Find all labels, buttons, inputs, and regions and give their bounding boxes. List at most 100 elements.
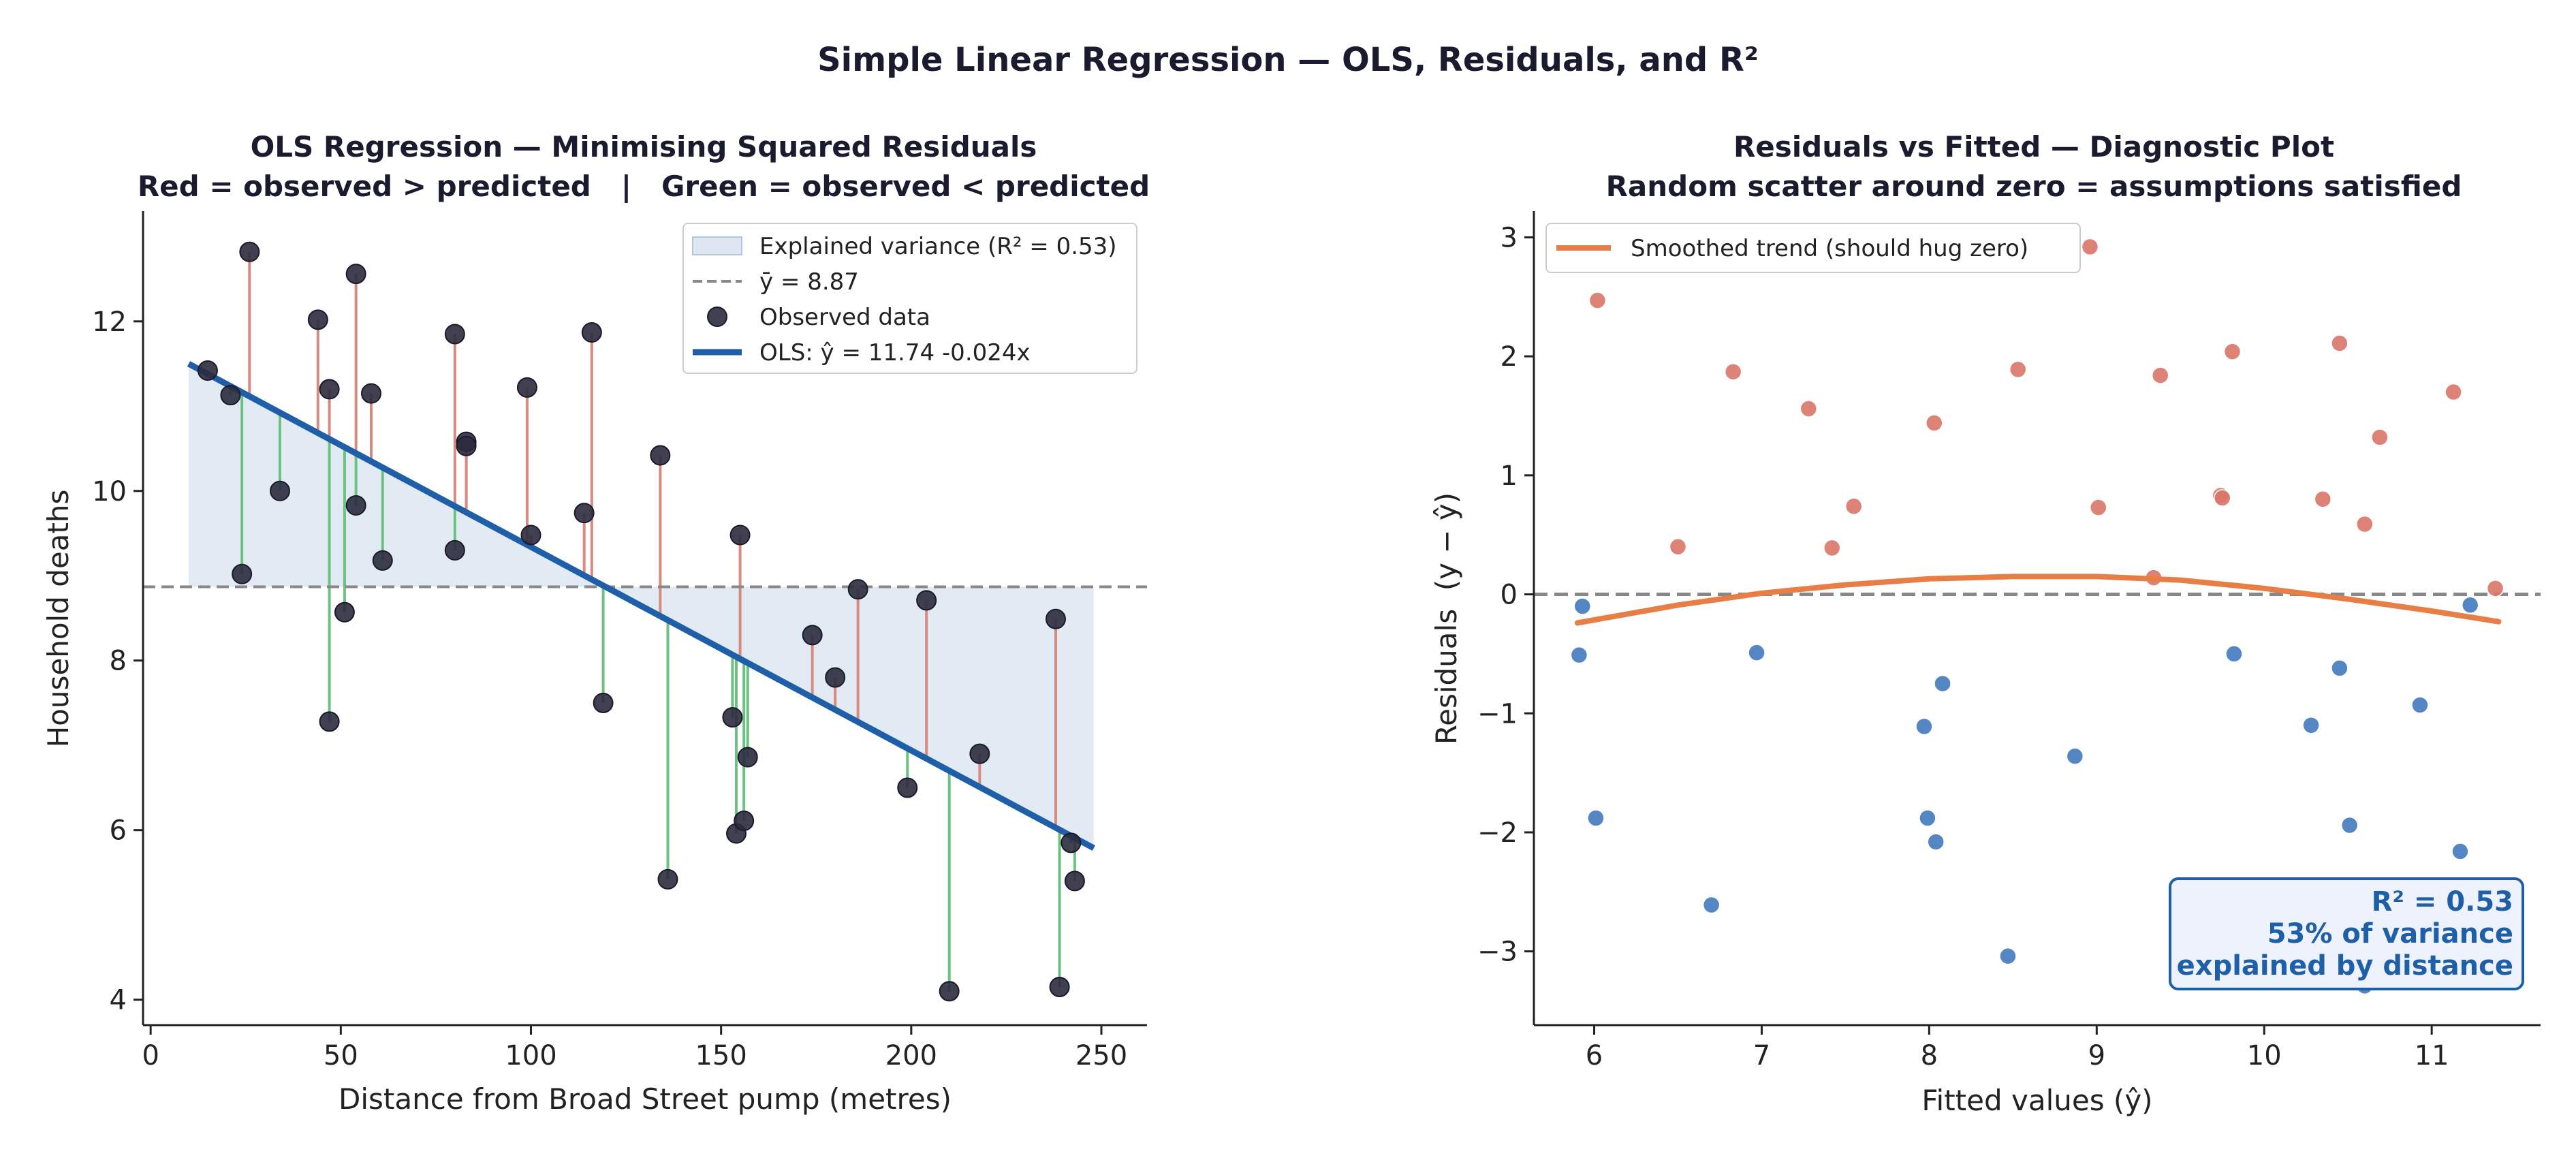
residual-point-negative xyxy=(2066,747,2084,765)
ols-y-axis-label: Household deaths xyxy=(42,490,75,748)
observed-point xyxy=(802,625,823,646)
residual-y-tick-label: 0 xyxy=(1501,580,1518,611)
legend-mean-label: ȳ = 8.87 xyxy=(759,268,859,296)
residual-point-negative xyxy=(1934,674,1951,693)
residual-legend: Smoothed trend (should hug zero) xyxy=(1545,223,2081,273)
legend-observed-label: Observed data xyxy=(759,304,930,331)
r2-annotation-line-3: explained by distance xyxy=(2177,950,2513,982)
ols-x-tick-label: 250 xyxy=(1075,1040,1127,1071)
residual-point-negative xyxy=(2340,816,2359,834)
residual-point-positive xyxy=(1800,400,1818,418)
r2-annotation: R² = 0.53 53% of variance explained by d… xyxy=(2169,877,2524,990)
residual-x-axis-label: Fitted values (ŷ) xyxy=(1921,1084,2152,1117)
residual-point-positive xyxy=(2331,334,2349,352)
observed-point xyxy=(444,324,465,345)
residual-point-positive xyxy=(1669,537,1687,556)
residual-point-positive xyxy=(2152,366,2169,384)
observed-point xyxy=(516,377,537,398)
legend-trend-label: Smoothed trend (should hug zero) xyxy=(1631,235,2028,262)
ols-fit-line xyxy=(187,361,1095,851)
residual-point-positive xyxy=(2223,343,2242,360)
residual-point-negative xyxy=(1570,646,1588,664)
ols-y-tick-label: 12 xyxy=(92,307,127,338)
observed-point xyxy=(847,579,868,600)
residual-point-negative xyxy=(1573,597,1592,615)
residual-x-tick-label: 8 xyxy=(1921,1040,1938,1071)
residual-legend-frame xyxy=(1545,223,2081,273)
observed-point xyxy=(734,811,755,832)
residual-point-positive xyxy=(2486,580,2504,597)
observed-point xyxy=(916,590,937,611)
ols-panel: OLS Regression — Minimising Squared Resi… xyxy=(42,130,1150,1116)
residual-point-negative xyxy=(1587,809,1605,827)
residual-panel-title: Residuals vs Fitted — Diagnostic Plot xyxy=(1733,130,2334,163)
residual-point-positive xyxy=(1926,414,1943,432)
observed-point xyxy=(345,495,366,516)
residual-point-negative xyxy=(1748,644,1765,661)
observed-point xyxy=(650,445,671,466)
ols-y-tick-label: 10 xyxy=(92,476,127,507)
residual-point-positive xyxy=(1844,497,1863,516)
observed-point xyxy=(456,435,477,456)
residual-point-positive xyxy=(1823,539,1841,557)
legend-explained-label: Explained variance (R² = 0.53) xyxy=(759,233,1117,260)
residual-point-positive xyxy=(2371,428,2389,446)
residual-x-tick-label: 11 xyxy=(2415,1040,2449,1071)
observed-point xyxy=(197,360,218,381)
residual-point-positive xyxy=(1724,363,1742,381)
residual-panel-subtitle: Random scatter around zero = assumptions… xyxy=(1606,170,2462,203)
observed-point xyxy=(657,868,678,890)
ols-y-tick-label: 4 xyxy=(110,985,127,1016)
residual-point-negative xyxy=(1919,809,1936,827)
residual-point-negative xyxy=(2451,843,2469,860)
observed-point xyxy=(319,379,340,400)
ols-x-tick-label: 0 xyxy=(142,1040,159,1071)
residual-y-tick-label: −2 xyxy=(1477,817,1518,849)
observed-point xyxy=(319,711,340,732)
observed-point xyxy=(361,383,381,404)
observed-point xyxy=(737,747,758,768)
residual-point-negative xyxy=(2225,645,2243,663)
ols-legend-frame xyxy=(682,223,1137,374)
residual-point-positive xyxy=(2090,499,2107,516)
residual-point-positive xyxy=(2356,515,2374,533)
observed-point xyxy=(897,777,918,798)
residual-y-tick-label: 2 xyxy=(1501,341,1518,373)
ols-x-tick-label: 200 xyxy=(885,1040,937,1071)
observed-point xyxy=(969,743,990,764)
observed-point xyxy=(232,563,253,584)
residual-x-tick-label: 10 xyxy=(2247,1040,2282,1071)
ols-y-tick-label: 6 xyxy=(110,815,127,847)
residual-point-negative xyxy=(2331,659,2349,677)
observed-point xyxy=(239,241,260,262)
residual-point-negative xyxy=(2302,716,2320,734)
residual-point-negative xyxy=(1915,717,1933,736)
ols-x-tick-label: 100 xyxy=(505,1040,556,1071)
residual-point-positive xyxy=(2009,360,2027,379)
legend-explained-swatch xyxy=(692,236,742,255)
residual-point-negative xyxy=(1999,947,2017,965)
r2-annotation-line-1: R² = 0.53 xyxy=(2372,886,2513,918)
observed-point xyxy=(307,309,328,330)
residual-point-negative xyxy=(1927,833,1945,851)
residual-point-positive xyxy=(2081,238,2099,256)
residual-point-positive xyxy=(2314,490,2332,508)
observed-point xyxy=(1061,832,1082,853)
ols-panel-title: OLS Regression — Minimising Squared Resi… xyxy=(251,130,1037,163)
observed-point xyxy=(1064,871,1085,892)
legend-observed-swatch xyxy=(707,307,727,327)
observed-point xyxy=(270,480,290,501)
r2-annotation-line-2: 53% of variance xyxy=(2267,918,2513,950)
ols-y-tick-label: 8 xyxy=(110,646,127,677)
observed-point xyxy=(581,322,602,343)
residual-point-positive xyxy=(2445,383,2462,401)
observed-point xyxy=(334,601,355,623)
ols-x-tick-label: 50 xyxy=(324,1040,358,1071)
observed-point xyxy=(345,264,366,285)
residual-point-negative xyxy=(2461,596,2479,614)
residual-x-tick-label: 9 xyxy=(2088,1040,2105,1071)
residual-point-negative xyxy=(1702,896,1721,914)
observed-point xyxy=(593,692,614,713)
ols-panel-subtitle: Red = observed > predicted | Green = obs… xyxy=(138,170,1150,203)
